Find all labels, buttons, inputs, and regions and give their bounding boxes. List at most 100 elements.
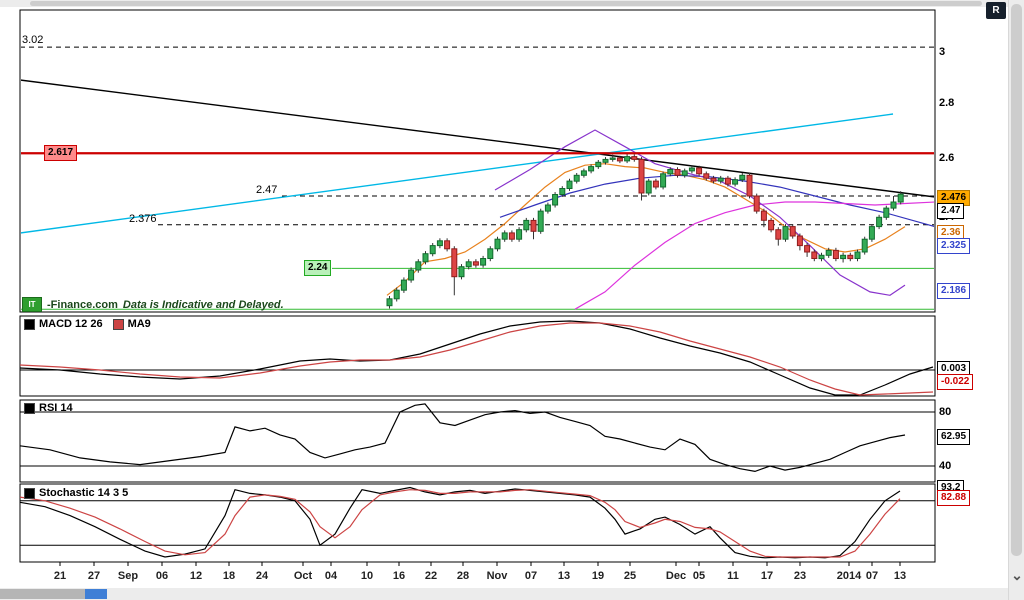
rsi-value-badge: 62.95 <box>937 429 971 445</box>
candle-bullish <box>386 298 393 307</box>
candle-bearish <box>638 158 645 194</box>
panel-border-rsi <box>19 399 936 483</box>
candle-bullish <box>400 279 407 291</box>
price-axis-tick: 2.6 <box>939 152 955 164</box>
legend-entry: MA9 <box>112 318 151 330</box>
top-scrollbar[interactable] <box>0 0 1008 7</box>
stoch-series-%K <box>19 486 901 559</box>
x-axis-label: 25 <box>623 570 637 582</box>
right-scrollbar[interactable]: ⌄ <box>1008 0 1024 600</box>
corner-badge-button[interactable]: R <box>986 2 1006 19</box>
candle-bullish <box>609 157 616 160</box>
x-axis-label: 04 <box>324 570 338 582</box>
candle-bearish <box>832 249 839 259</box>
rsi-axis-label: 80 <box>939 406 952 418</box>
candle-bullish <box>494 238 501 250</box>
last-price-badge: 2.325 <box>937 238 971 254</box>
candle-bullish <box>595 161 602 168</box>
last-price-badge: 2.47 <box>937 203 965 219</box>
macd-value-badge: -0.022 <box>937 374 974 390</box>
x-axis-label: 27 <box>87 570 101 582</box>
candle-bullish <box>580 170 587 176</box>
legend-swatch-icon <box>24 487 35 499</box>
legend-entry: RSI 14 <box>24 402 73 414</box>
right-scrollbar-thumb[interactable] <box>1011 4 1022 556</box>
candle-bullish <box>688 167 695 172</box>
bottom-scrollbar-thumb[interactable] <box>0 589 85 599</box>
candle-bullish <box>501 232 508 240</box>
x-axis-label: 06 <box>155 570 169 582</box>
candle-bullish <box>429 245 436 255</box>
candle-bearish <box>775 229 782 240</box>
candle-bullish <box>840 254 847 260</box>
candle-bullish <box>487 248 494 260</box>
ascending-trendline <box>21 113 894 234</box>
candle-bearish <box>768 219 775 231</box>
x-axis-label: 11 <box>727 570 739 582</box>
x-axis-label: 21 <box>53 570 67 582</box>
x-axis-label: 12 <box>189 570 203 582</box>
rsi-axis-label: 40 <box>939 460 952 472</box>
candle-bearish <box>444 240 451 250</box>
candle-bullish <box>717 177 724 182</box>
x-axis-label: 2014 <box>836 570 862 582</box>
candle-bullish <box>890 201 897 209</box>
candle-bullish <box>681 170 688 176</box>
legend-label: Stochastic 14 3 5 <box>39 487 129 499</box>
panel-border-stoch <box>19 483 936 563</box>
scroll-down-arrow-icon[interactable]: ⌄ <box>1011 566 1023 583</box>
legend-swatch-icon <box>24 402 35 414</box>
x-axis-label: 17 <box>760 570 774 582</box>
x-axis-label: 18 <box>222 570 236 582</box>
candle-bullish <box>422 253 429 263</box>
candle-bullish <box>552 194 559 206</box>
price-axis-tick: 3 <box>939 46 946 58</box>
legend-swatch-icon <box>24 318 35 330</box>
candle-bullish <box>544 204 551 212</box>
bottom-scrollbar-highlight <box>85 589 107 599</box>
candle-bullish <box>516 229 523 240</box>
ma-orange-line <box>386 163 906 296</box>
price-annotation: 2.47 <box>256 184 278 196</box>
legend-label: MACD 12 26 <box>39 318 103 330</box>
candle-bearish <box>804 245 811 253</box>
candle-bullish <box>732 179 739 185</box>
panel-border-macd <box>19 315 936 397</box>
legend-label: RSI 14 <box>39 402 73 414</box>
bottom-scrollbar[interactable] <box>0 588 1008 600</box>
watermark-disclaimer: Data is Indicative and Delayed. <box>122 298 284 311</box>
candle-bullish <box>602 158 609 163</box>
candle-bullish <box>825 249 832 256</box>
candle-bearish <box>508 232 515 240</box>
x-axis-label: 19 <box>591 570 605 582</box>
band-violet-line <box>494 129 906 296</box>
price-axis-tick: 2.8 <box>939 97 955 110</box>
candle-bullish <box>537 210 544 232</box>
price-annotation: 2.376 <box>129 213 157 225</box>
stoch-series-%D <box>19 489 901 558</box>
candle-bullish <box>415 261 422 271</box>
candle-bullish <box>523 219 530 231</box>
top-scrollbar-thumb[interactable] <box>30 1 982 6</box>
x-axis-label: Nov <box>486 570 508 582</box>
candle-bearish <box>674 169 681 176</box>
candle-bearish <box>451 248 458 278</box>
candle-bearish <box>811 251 818 259</box>
candle-bearish <box>530 219 537 232</box>
price-alert-badge: 2.617 <box>44 145 78 161</box>
candle-bullish <box>393 289 400 300</box>
candle-bullish <box>660 173 667 188</box>
candle-bearish <box>696 167 703 175</box>
candle-bullish <box>818 254 825 260</box>
candle-bearish <box>796 235 803 247</box>
x-axis-label: 05 <box>692 570 706 582</box>
candle-bearish <box>616 157 623 162</box>
candle-bullish <box>861 238 868 253</box>
macd-series-MA9 <box>19 322 934 396</box>
x-axis-label: Oct <box>293 570 313 582</box>
candle-bearish <box>710 177 717 182</box>
brand-logo-icon: IT <box>22 297 42 312</box>
candle-bearish <box>703 173 710 179</box>
candle-bullish <box>645 180 652 194</box>
